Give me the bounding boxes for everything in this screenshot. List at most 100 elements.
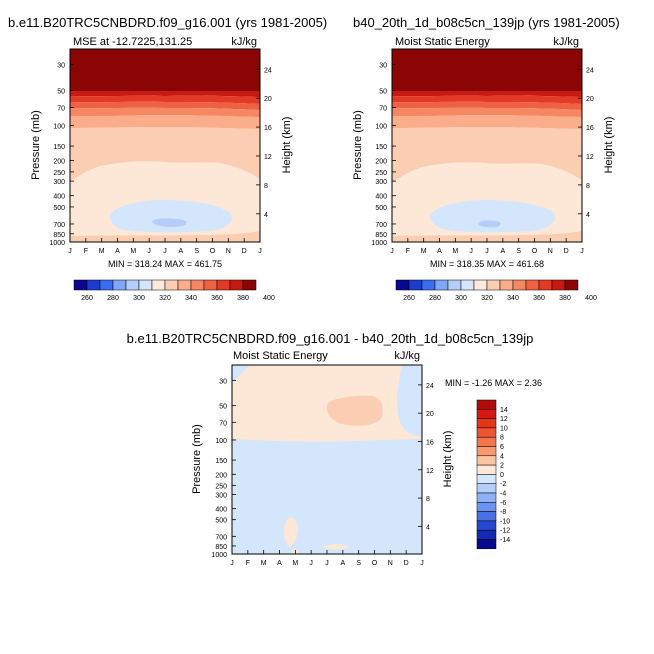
colorbar-swatch: [216, 279, 231, 291]
y-tick-label-right: 16: [586, 125, 594, 132]
x-tick-label: S: [194, 248, 199, 255]
contour-band-top: [392, 49, 582, 91]
colorbar-label: 14: [500, 407, 508, 414]
colorbar-label: 360: [211, 295, 223, 302]
panel-case1: b.e11.B20TRC5CNBDRD.f09_g16.001 (yrs 198…: [8, 15, 327, 302]
y-axis-right: 24 20 16 12 8 4: [578, 67, 594, 219]
y-tick-label: 30: [379, 63, 387, 70]
colorbar-swatch: [473, 279, 488, 291]
y-tick-label-right: 4: [426, 524, 430, 531]
colorbar-swatch: [395, 279, 410, 291]
y-tick-label: 500: [375, 205, 387, 212]
y-tick-label: 50: [219, 404, 227, 411]
y-tick-label: 250: [375, 170, 387, 177]
min-max-readout: MIN = 318.35 MAX = 461.68: [430, 259, 544, 269]
x-tick-label: J: [390, 248, 394, 255]
y-tick-label: 1000: [371, 240, 387, 247]
contour-band: [392, 127, 582, 182]
x-tick-label: O: [372, 560, 378, 567]
colorbar-label: -4: [500, 491, 506, 498]
panel-subtitle-right: kJ/kg: [553, 36, 579, 48]
colorbar-swatch: [476, 483, 497, 494]
colorbar-label: 300: [455, 295, 467, 302]
y-tick-label: 150: [53, 144, 65, 151]
colorbar-label: 12: [500, 416, 508, 423]
colorbar-swatch: [476, 446, 497, 457]
contour-band: [478, 220, 501, 228]
y-tick-label: 70: [379, 106, 387, 113]
colorbar-swatch: [164, 279, 179, 291]
y-tick-label: 300: [53, 179, 65, 186]
colorbar-label: -12: [500, 528, 510, 535]
contour-band: [283, 517, 299, 547]
colorbar-swatch: [476, 436, 497, 447]
colorbar-label: 2: [500, 463, 504, 470]
y-tick-label: 850: [53, 232, 65, 239]
y-tick-label-right: 16: [264, 125, 272, 132]
colorbar-swatch: [476, 539, 497, 550]
colorbar-swatch: [476, 502, 497, 512]
x-tick-label: F: [406, 248, 410, 255]
y-tick-label: 150: [215, 458, 227, 465]
colorbar-label: 380: [559, 295, 571, 302]
colorbar-swatch: [476, 418, 497, 429]
x-tick-label: S: [516, 248, 521, 255]
panel-subtitle-left: Moist Static Energy: [395, 36, 490, 48]
colorbar-swatch: [229, 279, 244, 291]
colorbar-label: 380: [237, 295, 249, 302]
colorbar-label: 4: [500, 453, 504, 460]
y-axis-label-right: Height (km): [603, 117, 615, 174]
colorbar-swatch: [138, 279, 153, 291]
y-tick-label-right: 12: [426, 468, 434, 475]
y-tick-label-right: 24: [426, 383, 434, 390]
x-tick-label: J: [469, 248, 473, 255]
x-tick-label: M: [452, 248, 458, 255]
contour-band: [326, 395, 383, 426]
colorbar-swatch: [190, 279, 205, 291]
x-tick-label: M: [421, 248, 427, 255]
colorbar-swatch: [125, 279, 140, 291]
colorbar-label: 360: [533, 295, 545, 302]
x-tick-label: A: [115, 248, 120, 255]
colorbar-swatch: [476, 529, 497, 540]
y-tick-label: 70: [219, 420, 227, 427]
colorbar-label: -8: [500, 509, 506, 516]
colorbar-swatch: [476, 492, 497, 503]
colorbar-swatch: [421, 279, 436, 291]
colorbar-swatch: [408, 279, 423, 291]
x-tick-label: J: [485, 248, 489, 255]
x-tick-label: O: [210, 248, 216, 255]
x-tick-label: F: [246, 560, 250, 567]
panel-difference: b.e11.B20TRC5CNBDRD.f09_g16.001 - b40_20…: [127, 331, 542, 567]
x-tick-label: J: [230, 560, 234, 567]
y-tick-label: 400: [215, 507, 227, 514]
y-tick-label: 50: [57, 89, 65, 96]
y-tick-label-right: 24: [264, 67, 272, 74]
x-tick-label: J: [147, 248, 151, 255]
x-tick-label: N: [388, 560, 393, 567]
panel-subtitle-right: kJ/kg: [231, 36, 257, 48]
colorbar-label: 300: [133, 295, 145, 302]
y-tick-label: 300: [215, 492, 227, 499]
colorbar-swatch: [86, 279, 101, 291]
contour-band: [392, 115, 582, 129]
y-axis-label-left: Pressure (mb): [30, 110, 42, 180]
y-tick-label: 400: [375, 194, 387, 201]
colorbar-swatch: [112, 279, 127, 291]
colorbar-label: -14: [500, 537, 510, 544]
colorbar-swatch: [476, 399, 497, 410]
x-tick-label: M: [261, 560, 267, 567]
x-tick-label: A: [277, 560, 282, 567]
contour-band: [70, 91, 260, 97]
colorbar-swatch: [476, 427, 497, 438]
contour-band: [322, 544, 350, 550]
contour-band: [70, 127, 260, 181]
y-tick-label: 100: [215, 438, 227, 445]
y-tick-label-right: 8: [426, 496, 430, 503]
y-tick-label: 30: [57, 63, 65, 70]
colorbar-swatch: [476, 474, 497, 484]
